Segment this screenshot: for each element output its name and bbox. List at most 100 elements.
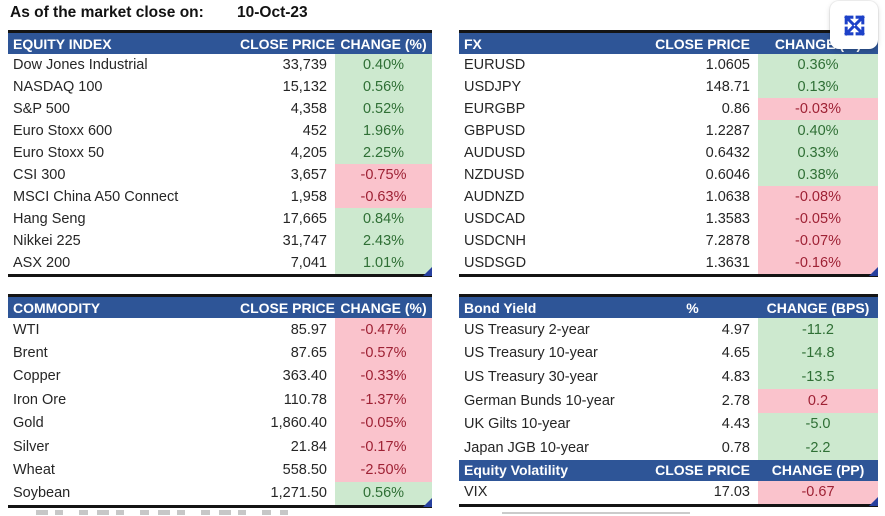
table-row: Dow Jones Industrial 33,739 0.40%: [8, 54, 432, 76]
close-price-value: 21.84: [290, 438, 327, 455]
change-value-cell: -0.05%: [335, 411, 432, 435]
instrument-name: Hang Seng: [13, 211, 86, 227]
change-value-cell: -0.63%: [335, 186, 432, 208]
change-value-cell: -11.2: [758, 318, 878, 342]
close-price-value: 17.03: [713, 484, 750, 501]
change-value-cell: -13.5: [758, 365, 878, 389]
instrument-name: UK Gilts 10-year: [464, 416, 571, 433]
table-row: Brent 87.65 -0.57%: [8, 341, 432, 365]
table-title: Equity Volatility: [464, 462, 568, 479]
clipped-footnote-text: [36, 510, 288, 515]
close-price-value: 7,041: [290, 255, 327, 271]
table-row: NZDUSD 0.6046 0.38%: [459, 164, 878, 186]
instrument-name: MSCI China A50 Connect: [13, 189, 179, 205]
instrument-name: Dow Jones Industrial: [13, 57, 148, 73]
table-row: USDCAD 1.3583 -0.05%: [459, 208, 878, 230]
table-row: Gold 1,860.40 -0.05%: [8, 411, 432, 435]
close-price-value: 452: [302, 123, 327, 139]
instrument-name: Euro Stoxx 600: [13, 123, 113, 139]
instrument-name: VIX: [464, 484, 488, 501]
instrument-name: Iron Ore: [13, 391, 67, 408]
change-value-cell: -1.37%: [335, 388, 432, 412]
instrument-name: USDCNH: [464, 233, 527, 249]
instrument-name: Brent: [13, 345, 48, 362]
close-price-value: 87.65: [290, 345, 327, 362]
close-price-value: 31,747: [282, 233, 327, 249]
change-column-header: CHANGE (%): [340, 299, 427, 316]
change-value-cell: 0.38%: [758, 164, 878, 186]
table-row: Soybean 1,271.50 0.56%: [8, 481, 432, 506]
change-value-cell: 0.40%: [758, 120, 878, 142]
instrument-name: German Bunds 10-year: [464, 392, 615, 409]
close-price-value: 1,958: [290, 189, 327, 205]
table-row: UK Gilts 10-year 4.43 -5.0: [459, 412, 878, 437]
expand-button[interactable]: [830, 1, 878, 49]
change-value-cell: 0.40%: [335, 54, 432, 76]
close-price-value: 7.2878: [705, 233, 750, 249]
table-row: US Treasury 30-year 4.83 -13.5: [459, 365, 878, 389]
instrument-name: GBPUSD: [464, 123, 526, 139]
instrument-name: Soybean: [13, 485, 71, 502]
change-value-cell: -14.8: [758, 341, 878, 366]
price-column-header: CLOSE PRICE: [240, 35, 335, 52]
change-value-cell: 0.52%: [335, 98, 432, 120]
table-row: ASX 200 7,041 1.01%: [8, 252, 432, 274]
table-corner-handle: [869, 267, 878, 276]
instrument-name: NASDAQ 100: [13, 79, 103, 95]
close-price-value: 85.97: [290, 321, 327, 338]
change-value-cell: 1.96%: [335, 120, 432, 142]
change-value-cell: 2.43%: [335, 230, 432, 252]
change-value-cell: 0.56%: [335, 76, 432, 98]
close-price-value: 4.65: [721, 345, 750, 362]
table-row: Japan JGB 10-year 0.78 -2.2: [459, 436, 878, 460]
change-value-cell: -0.47%: [335, 318, 432, 342]
close-price-value: 4,358: [290, 101, 327, 117]
table-row: AUDNZD 1.0638 -0.08%: [459, 186, 878, 208]
change-value-cell: 0.84%: [335, 208, 432, 230]
close-price-value: 4.83: [721, 369, 750, 386]
table-row: Hang Seng 17,665 0.84%: [8, 208, 432, 230]
close-price-value: 0.6046: [705, 167, 750, 183]
close-price-value: 558.50: [282, 462, 327, 479]
bond-and-volatility-table: Bond Yield% CHANGE (BPS) US Treasury 2-yea…: [459, 294, 878, 507]
as-of-date: 10-Oct-23: [237, 4, 308, 21]
close-price-value: 2.78: [721, 392, 750, 409]
table-corner-handle: [869, 496, 878, 506]
table-row: GBPUSD 1.2287 0.40%: [459, 120, 878, 142]
instrument-name: Nikkei 225: [13, 233, 81, 249]
table-header-row: EQUITY INDEX CLOSE PRICE CHANGE (%): [8, 33, 432, 54]
table-title: COMMODITY: [13, 299, 101, 316]
table-header-row: Equity Volatility CLOSE PRICE CHANGE (PP): [459, 459, 878, 481]
close-price-value: 1.0605: [705, 57, 750, 73]
close-price-value: 1.3583: [705, 211, 750, 227]
instrument-name: EURGBP: [464, 101, 526, 117]
close-price-value: 363.40: [282, 368, 327, 385]
change-value-cell: -0.16%: [758, 252, 878, 274]
close-price-value: 1.0638: [705, 189, 750, 205]
table-row: Wheat 558.50 -2.50%: [8, 458, 432, 482]
table-title: FX: [464, 35, 482, 52]
change-value-cell: 0.13%: [758, 76, 878, 98]
table-row: EURGBP 0.86 -0.03%: [459, 98, 878, 120]
instrument-name: Japan JGB 10-year: [464, 440, 589, 457]
table-header-row: Bond Yield% CHANGE (BPS): [459, 297, 878, 318]
table-corner-handle: [423, 267, 432, 276]
change-value-cell: -2.50%: [335, 458, 432, 482]
expand-arrows-icon: [843, 14, 865, 36]
table-row: USDJPY 148.71 0.13%: [459, 76, 878, 98]
table-row: US Treasury 2-year 4.97 -11.2: [459, 318, 878, 342]
close-price-value: 4.43: [721, 416, 750, 433]
change-value-cell: -0.07%: [758, 230, 878, 252]
close-price-value: 0.6432: [705, 145, 750, 161]
table-row: CSI 300 3,657 -0.75%: [8, 164, 432, 186]
change-value-cell: 0.56%: [335, 481, 432, 506]
as-of-titlebar: As of the market close on: 10-Oct-23: [10, 4, 308, 26]
close-price-value: 1.3631: [705, 255, 750, 271]
table-row: US Treasury 10-year 4.65 -14.8: [459, 341, 878, 366]
price-column-header: %: [686, 299, 699, 316]
change-value-cell: -0.17%: [335, 434, 432, 459]
change-value-cell: -0.75%: [335, 164, 432, 186]
change-column-header: CHANGE (PP): [771, 462, 865, 479]
change-value-cell: -5.0: [758, 412, 878, 437]
equity-volatility-table: Equity Volatility CLOSE PRICE CHANGE (PP) V…: [459, 459, 878, 504]
